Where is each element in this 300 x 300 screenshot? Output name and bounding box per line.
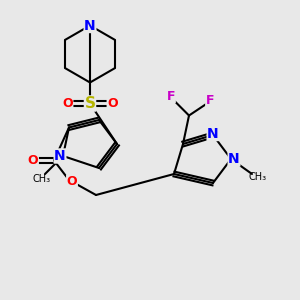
- Text: N: N: [84, 19, 96, 32]
- Text: O: O: [67, 175, 77, 188]
- Text: N: N: [228, 152, 240, 166]
- Text: O: O: [28, 154, 38, 167]
- Text: N: N: [54, 149, 66, 163]
- Text: CH₃: CH₃: [249, 172, 267, 182]
- Text: N: N: [207, 127, 219, 140]
- Text: O: O: [62, 97, 73, 110]
- Text: CH₃: CH₃: [33, 173, 51, 184]
- Text: F: F: [206, 94, 214, 107]
- Text: S: S: [85, 96, 95, 111]
- Text: O: O: [107, 97, 118, 110]
- Text: F: F: [167, 89, 175, 103]
